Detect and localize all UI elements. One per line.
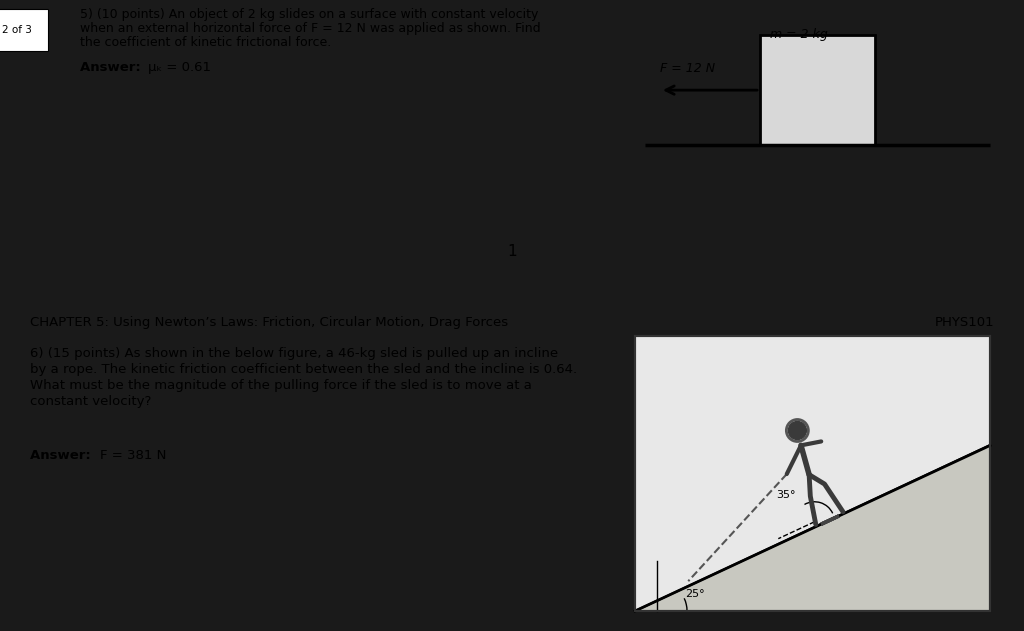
Text: PHYS101: PHYS101: [934, 316, 994, 329]
Text: μₖ = 0.61: μₖ = 0.61: [148, 61, 211, 74]
Text: CHAPTER 5: Using Newton’s Laws: Friction, Circular Motion, Drag Forces: CHAPTER 5: Using Newton’s Laws: Friction…: [30, 316, 508, 329]
Text: Answer:: Answer:: [80, 61, 145, 74]
Text: the coefficient of kinetic frictional force.: the coefficient of kinetic frictional fo…: [80, 36, 331, 49]
Text: 5) (10 points) An object of 2 kg slides on a surface with constant velocity: 5) (10 points) An object of 2 kg slides …: [80, 8, 539, 21]
Text: 6) (15 points) As shown in the below figure, a 46-kg sled is pulled up an inclin: 6) (15 points) As shown in the below fig…: [30, 347, 558, 360]
Bar: [635, 336, 990, 611]
Text: m = 2 kg: m = 2 kg: [770, 28, 827, 41]
Text: F = 12 N: F = 12 N: [660, 62, 715, 75]
Text: Answer:: Answer:: [30, 449, 95, 462]
Text: What must be the magnitude of the pulling force if the sled is to move at a: What must be the magnitude of the pullin…: [30, 379, 531, 392]
Text: 35°: 35°: [776, 490, 796, 500]
Text: when an external horizontal force of F = 12 N was applied as shown. Find: when an external horizontal force of F =…: [80, 22, 541, 35]
Text: constant velocity?: constant velocity?: [30, 395, 152, 408]
Text: by a rope. The kinetic friction coefficient between the sled and the incline is : by a rope. The kinetic friction coeffici…: [30, 363, 578, 376]
Bar: [760, 35, 874, 145]
Text: 2 of 3: 2 of 3: [2, 25, 32, 35]
Text: F = 381 N: F = 381 N: [100, 449, 166, 462]
Circle shape: [788, 422, 806, 440]
Text: 1: 1: [507, 244, 517, 259]
Bar: [635, 336, 990, 611]
Text: 25°: 25°: [685, 589, 705, 599]
Polygon shape: [635, 445, 990, 611]
